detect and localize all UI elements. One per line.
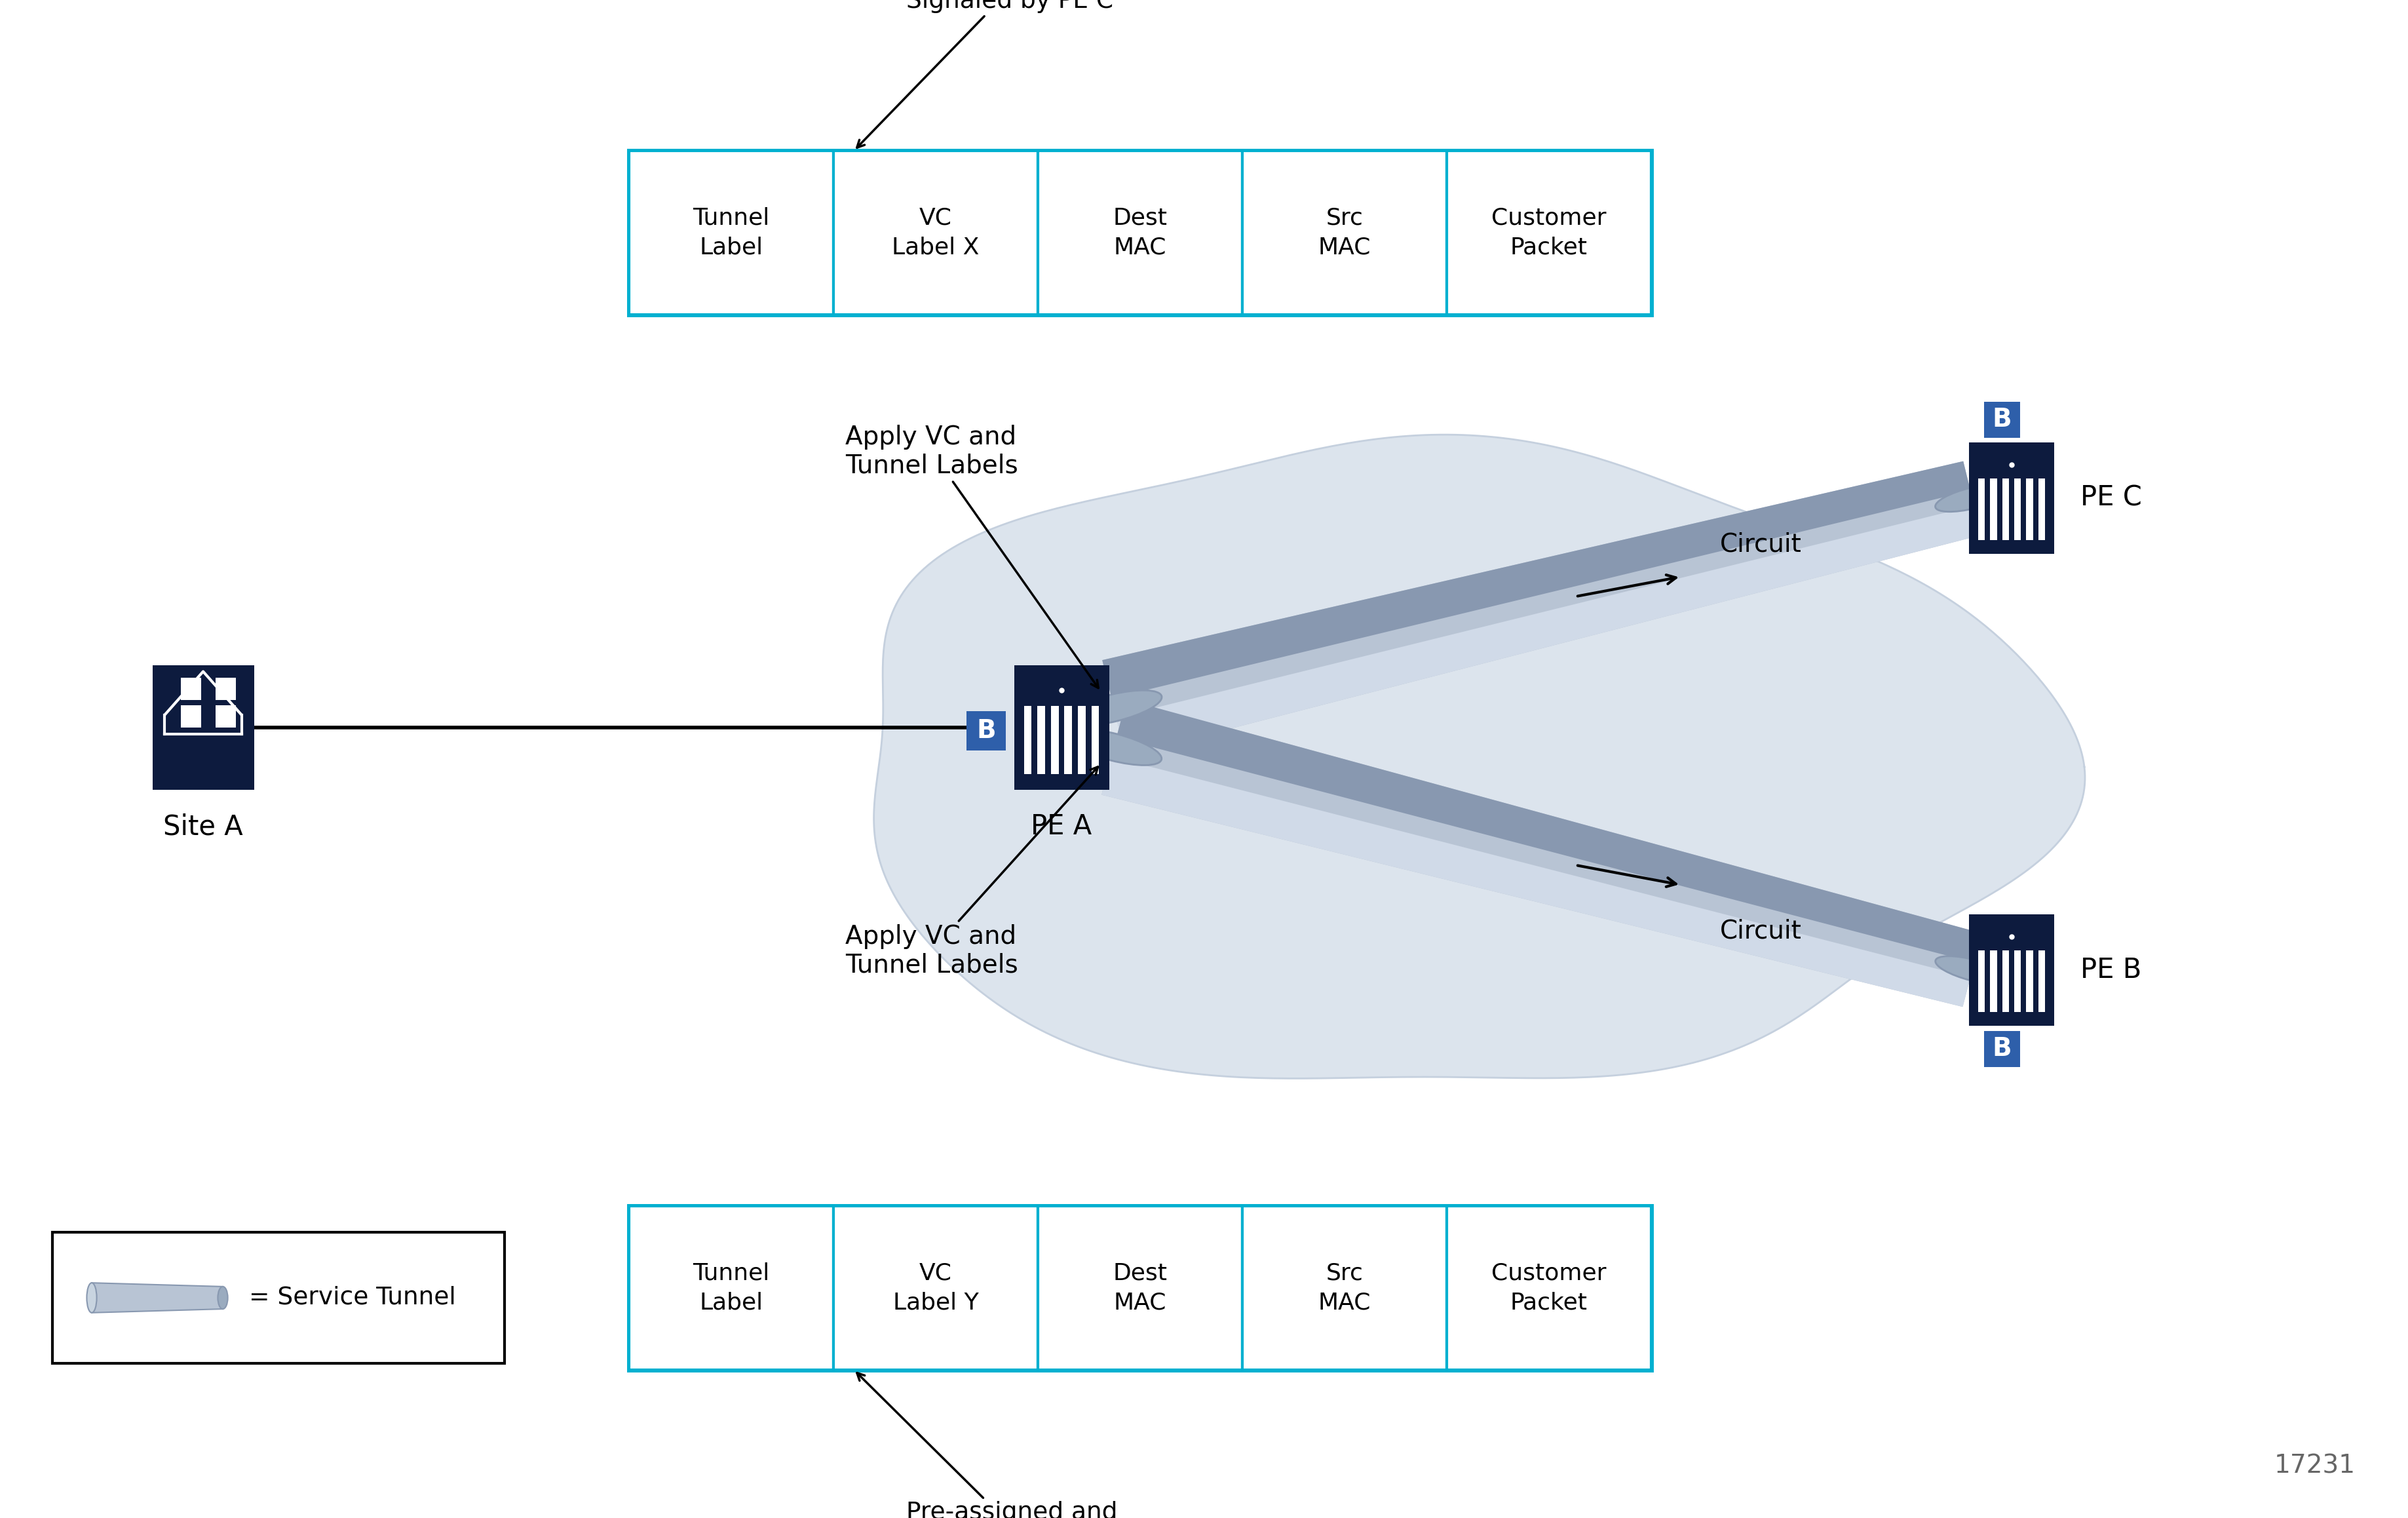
FancyBboxPatch shape — [181, 706, 202, 727]
FancyBboxPatch shape — [1243, 150, 1447, 314]
FancyBboxPatch shape — [1014, 665, 1110, 789]
FancyBboxPatch shape — [152, 665, 255, 789]
FancyBboxPatch shape — [53, 1233, 506, 1363]
Text: Dest
MAC: Dest MAC — [1112, 206, 1168, 258]
Text: Tunnel
Label: Tunnel Label — [694, 1261, 771, 1313]
FancyBboxPatch shape — [2025, 478, 2032, 540]
Text: Src
MAC: Src MAC — [1317, 206, 1370, 258]
FancyBboxPatch shape — [2013, 950, 2020, 1013]
FancyBboxPatch shape — [1970, 442, 2054, 554]
FancyBboxPatch shape — [1989, 478, 1996, 540]
Text: Src
MAC: Src MAC — [1317, 1261, 1370, 1313]
FancyBboxPatch shape — [628, 1205, 1652, 1369]
FancyBboxPatch shape — [1977, 478, 1984, 540]
FancyBboxPatch shape — [833, 150, 1038, 314]
Text: Tunnel
Label: Tunnel Label — [694, 206, 771, 258]
Polygon shape — [1103, 461, 1970, 698]
FancyBboxPatch shape — [1243, 1205, 1447, 1369]
Text: PE C: PE C — [2081, 484, 2141, 512]
Ellipse shape — [1067, 691, 1161, 726]
Text: VC
Label Y: VC Label Y — [893, 1261, 978, 1313]
Polygon shape — [1100, 700, 1982, 1006]
Text: PE A: PE A — [1031, 812, 1093, 841]
FancyBboxPatch shape — [214, 706, 236, 727]
FancyBboxPatch shape — [628, 150, 833, 314]
Text: Customer
Packet: Customer Packet — [1491, 1261, 1606, 1313]
Text: 17231: 17231 — [2273, 1454, 2355, 1479]
Ellipse shape — [87, 1283, 96, 1313]
FancyBboxPatch shape — [628, 150, 1652, 314]
Text: VC
Label X: VC Label X — [891, 206, 980, 258]
FancyBboxPatch shape — [1038, 706, 1045, 774]
Text: B: B — [1991, 407, 2011, 433]
Text: B: B — [975, 718, 997, 744]
FancyBboxPatch shape — [1091, 706, 1098, 774]
FancyBboxPatch shape — [214, 677, 236, 700]
FancyBboxPatch shape — [1079, 706, 1086, 774]
FancyBboxPatch shape — [2037, 478, 2044, 540]
FancyBboxPatch shape — [1038, 1205, 1243, 1369]
FancyBboxPatch shape — [1447, 1205, 1652, 1369]
Polygon shape — [92, 1283, 224, 1313]
Text: Pre-assigned and
Signaled by PE C: Pre-assigned and Signaled by PE C — [857, 0, 1117, 147]
Text: Pre-assigned and
Signaled by PE B: Pre-assigned and Signaled by PE B — [857, 1372, 1117, 1518]
Text: Circuit: Circuit — [1719, 531, 1801, 557]
Polygon shape — [1117, 505, 1982, 756]
Text: Dest
MAC: Dest MAC — [1112, 1261, 1168, 1313]
FancyBboxPatch shape — [1984, 1031, 2020, 1067]
FancyBboxPatch shape — [1064, 706, 1072, 774]
FancyBboxPatch shape — [966, 710, 1007, 750]
FancyBboxPatch shape — [1447, 150, 1652, 314]
Text: B: B — [1991, 1037, 2011, 1061]
Ellipse shape — [217, 1287, 229, 1309]
Text: Apply VC and
Tunnel Labels: Apply VC and Tunnel Labels — [845, 767, 1098, 978]
FancyBboxPatch shape — [833, 1205, 1038, 1369]
Text: Site A: Site A — [164, 812, 243, 841]
FancyBboxPatch shape — [181, 677, 202, 700]
FancyBboxPatch shape — [2037, 950, 2044, 1013]
FancyBboxPatch shape — [1984, 402, 2020, 437]
FancyBboxPatch shape — [628, 1205, 833, 1369]
FancyBboxPatch shape — [2025, 950, 2032, 1013]
Text: Circuit: Circuit — [1719, 918, 1801, 943]
Text: Customer
Packet: Customer Packet — [1491, 206, 1606, 258]
FancyBboxPatch shape — [1977, 950, 1984, 1013]
Text: = Service Tunnel: = Service Tunnel — [248, 1286, 455, 1310]
Ellipse shape — [1067, 729, 1161, 765]
Ellipse shape — [1936, 484, 2008, 512]
Polygon shape — [1100, 756, 1970, 1006]
Polygon shape — [1103, 461, 1982, 756]
Polygon shape — [1117, 700, 1982, 962]
FancyBboxPatch shape — [1970, 914, 2054, 1026]
FancyBboxPatch shape — [1023, 706, 1031, 774]
Ellipse shape — [1936, 956, 2008, 984]
FancyBboxPatch shape — [2001, 478, 2008, 540]
FancyBboxPatch shape — [1989, 950, 1996, 1013]
FancyBboxPatch shape — [1038, 150, 1243, 314]
Polygon shape — [874, 434, 2085, 1078]
FancyBboxPatch shape — [1050, 706, 1060, 774]
FancyBboxPatch shape — [2001, 950, 2008, 1013]
Text: Apply VC and
Tunnel Labels: Apply VC and Tunnel Labels — [845, 425, 1098, 688]
Text: PE B: PE B — [2081, 956, 2141, 984]
FancyBboxPatch shape — [2013, 478, 2020, 540]
